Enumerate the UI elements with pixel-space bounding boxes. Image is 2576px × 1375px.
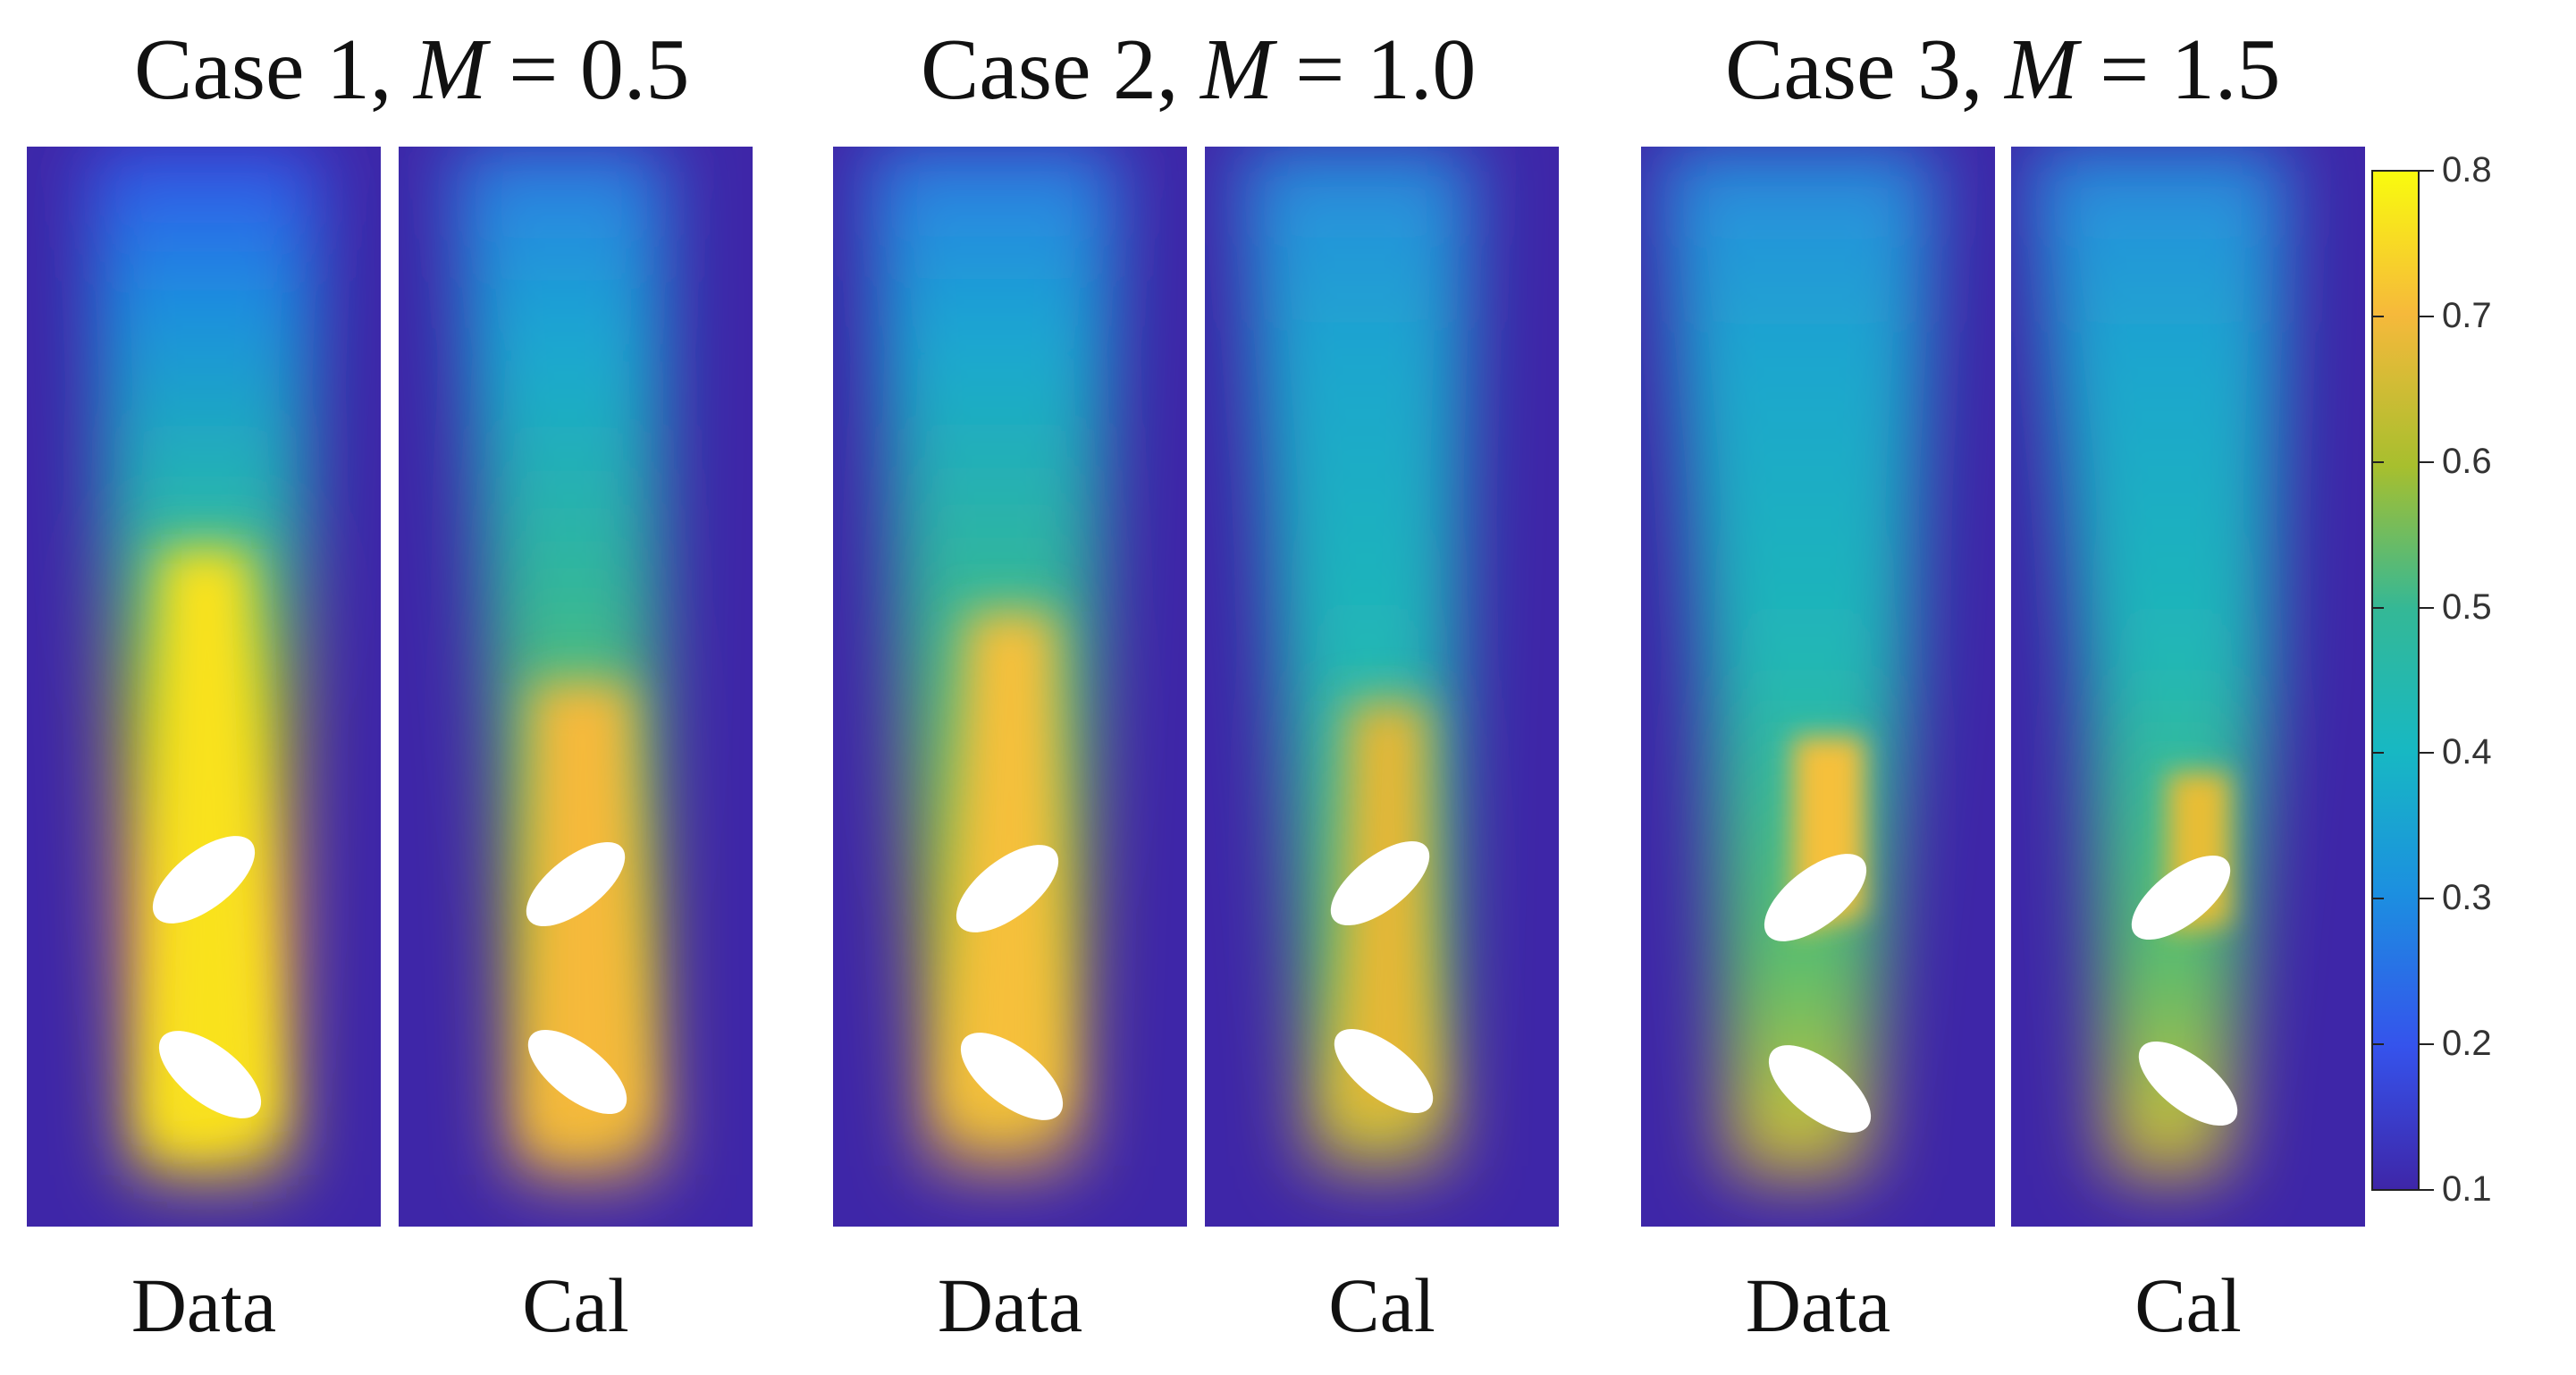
case-1-title: Case 1, M = 0.5 xyxy=(134,21,690,118)
hole-upper xyxy=(152,836,256,924)
colorbar xyxy=(2371,170,2420,1191)
panel-label-case-1-cal: Cal xyxy=(522,1262,629,1348)
colorbar-tick-label: 0.6 xyxy=(2442,441,2492,481)
colorbar-tick-mark xyxy=(2420,460,2434,463)
hot-core xyxy=(533,683,644,1148)
colorbar-tick-mark-inner xyxy=(2371,606,2384,609)
colorbar-tick-mark xyxy=(2420,1189,2434,1191)
contour-plot xyxy=(399,147,753,1227)
case-2-data-contour xyxy=(833,147,1187,1227)
contour-plot xyxy=(2011,147,2365,1227)
contour-plot xyxy=(27,147,381,1227)
hole-lower xyxy=(2138,1041,2238,1126)
colorbar-tick-mark xyxy=(2420,1043,2434,1046)
colorbar-tick-label: 0.2 xyxy=(2442,1024,2492,1064)
colorbar-tick-label: 0.5 xyxy=(2442,586,2492,627)
hole-upper xyxy=(1330,840,1430,926)
case-2-cal-contour xyxy=(1205,147,1559,1227)
panel-label-case-3-cal: Cal xyxy=(2134,1262,2242,1348)
colorbar-tick-label: 0.4 xyxy=(2442,732,2492,772)
hole-lower xyxy=(960,1033,1064,1120)
colorbar-tick-label: 0.8 xyxy=(2442,150,2492,190)
panel-label-case-3-data: Data xyxy=(1745,1262,1891,1348)
hole-lower xyxy=(158,1031,262,1118)
hole-upper xyxy=(955,845,1059,932)
colorbar-tick-label: 0.3 xyxy=(2442,878,2492,918)
colorbar-tick-mark-inner xyxy=(2371,898,2384,900)
case-3-title: Case 3, M = 1.5 xyxy=(1725,21,2281,118)
colorbar-tick-mark xyxy=(2420,315,2434,317)
colorbar-tick-mark-inner xyxy=(2371,170,2384,172)
colorbar-tick-mark-inner xyxy=(2371,752,2384,755)
hole-lower xyxy=(527,1029,627,1115)
colorbar-tick-label: 0.7 xyxy=(2442,295,2492,335)
colorbar-tick-mark xyxy=(2420,606,2434,609)
colorbar-tick-mark-inner xyxy=(2371,315,2384,317)
hole-upper xyxy=(526,841,626,927)
panel-label-case-1-data: Data xyxy=(130,1262,277,1348)
hole-lower xyxy=(1334,1028,1434,1114)
hole-lower xyxy=(1768,1045,1872,1133)
case-1-cal-contour xyxy=(399,147,753,1227)
panel-label-case-2-data: Data xyxy=(937,1262,1083,1348)
hole-upper xyxy=(1764,854,1867,941)
contour-plot xyxy=(833,147,1187,1227)
contour-plot xyxy=(1641,147,1995,1227)
colorbar-tick-mark-inner xyxy=(2371,1189,2384,1191)
hole-upper xyxy=(2131,855,2231,941)
colorbar-tick-mark-inner xyxy=(2371,460,2384,463)
case-3-data-contour xyxy=(1641,147,1995,1227)
case-1-data-contour xyxy=(27,147,381,1227)
colorbar-tick-mark-inner xyxy=(2371,1043,2384,1046)
colorbar-tick-label: 0.1 xyxy=(2442,1169,2492,1209)
plume xyxy=(1659,147,1936,1175)
case-2-title: Case 2, M = 1.0 xyxy=(921,21,1477,118)
colorbar-tick-mark xyxy=(2420,752,2434,755)
contour-plot xyxy=(1205,147,1559,1227)
panel-label-case-2-cal: Cal xyxy=(1328,1262,1435,1348)
colorbar-tick-mark xyxy=(2420,898,2434,900)
case-3-cal-contour xyxy=(2011,147,2365,1227)
colorbar-tick-mark xyxy=(2420,170,2434,172)
